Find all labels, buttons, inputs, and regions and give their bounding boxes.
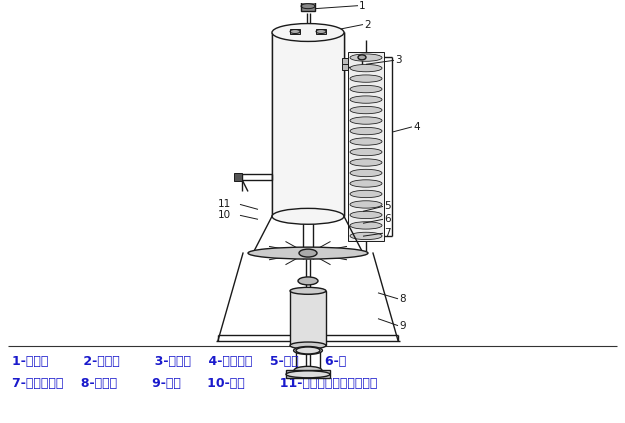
Ellipse shape [272,209,344,224]
Bar [290,291,326,346]
Text: 1-皮带轮        2-排气管        3-消泡器    4-冷却排管    5-定子      6-轴: 1-皮带轮 2-排气管 3-消泡器 4-冷却排管 5-定子 6-轴 [12,355,346,368]
Bar [342,58,348,64]
Ellipse shape [294,346,322,354]
Bar [342,64,348,70]
Ellipse shape [298,277,318,285]
Text: 10: 10 [218,210,231,220]
Bar [316,28,326,35]
Ellipse shape [290,287,326,294]
Ellipse shape [350,222,382,229]
Text: 5: 5 [384,201,391,212]
Ellipse shape [350,75,382,82]
Bar [301,2,315,11]
Ellipse shape [350,64,382,72]
Ellipse shape [350,169,382,177]
Text: 4: 4 [413,122,419,132]
Bar [348,52,384,241]
Ellipse shape [350,117,382,124]
Text: 2: 2 [364,19,371,30]
Text: 1: 1 [359,1,366,11]
Text: 7-双端面轴封    8-联轴器        9-电机      10-转子        11-端面轴封自吸式发酵罐: 7-双端面轴封 8-联轴器 9-电机 10-转子 11-端面轴封自吸式发酵罐 [12,377,378,390]
Ellipse shape [350,127,382,135]
Ellipse shape [350,107,382,114]
Ellipse shape [350,148,382,156]
Text: 3: 3 [395,55,402,65]
Text: 9: 9 [399,321,406,331]
Ellipse shape [350,96,382,103]
Ellipse shape [248,247,368,259]
Ellipse shape [350,159,382,166]
Ellipse shape [350,211,382,219]
Text: 11: 11 [217,199,231,209]
Ellipse shape [350,54,382,61]
Ellipse shape [358,55,366,60]
Ellipse shape [296,347,320,354]
Bar [272,33,344,216]
Ellipse shape [350,201,382,208]
Text: 8: 8 [399,294,406,304]
Ellipse shape [350,85,382,93]
Ellipse shape [286,371,330,378]
Text: 7: 7 [384,228,391,238]
Ellipse shape [299,249,317,257]
Ellipse shape [290,342,326,349]
Ellipse shape [350,190,382,198]
Bar [234,173,242,181]
Ellipse shape [272,24,344,41]
Ellipse shape [350,232,382,239]
Text: 6: 6 [384,214,391,224]
Bar [286,371,330,378]
Ellipse shape [350,138,382,145]
Ellipse shape [350,180,382,187]
Ellipse shape [294,366,322,374]
Bar [290,28,300,35]
